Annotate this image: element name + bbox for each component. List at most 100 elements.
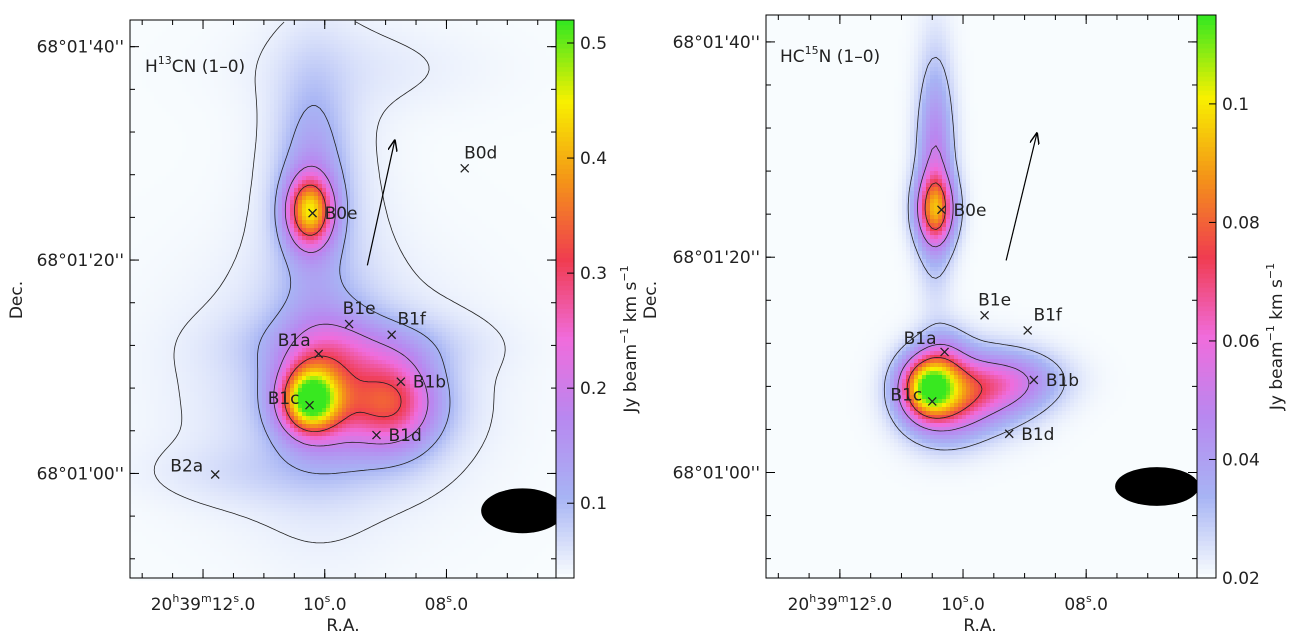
map-pixel bbox=[414, 164, 419, 169]
map-pixel bbox=[186, 144, 191, 149]
map-pixel bbox=[502, 48, 507, 53]
map-pixel bbox=[482, 44, 487, 49]
map-pixel bbox=[466, 116, 471, 121]
map-pixel bbox=[346, 124, 351, 129]
map-pixel bbox=[190, 136, 195, 141]
map-pixel bbox=[394, 88, 399, 93]
map-pixel bbox=[174, 112, 179, 117]
map-pixel bbox=[386, 64, 391, 69]
map-pixel bbox=[238, 44, 243, 49]
map-pixel bbox=[470, 132, 475, 137]
map-pixel bbox=[194, 44, 199, 49]
map-pixel bbox=[526, 92, 531, 97]
map-pixel bbox=[450, 200, 455, 205]
map-pixel bbox=[138, 148, 143, 153]
map-pixel bbox=[506, 28, 511, 33]
map-pixel bbox=[286, 28, 291, 33]
map-pixel bbox=[366, 136, 371, 141]
map-pixel bbox=[314, 120, 319, 125]
map-pixel bbox=[454, 84, 459, 89]
map-pixel bbox=[398, 64, 403, 69]
map-pixel bbox=[322, 44, 327, 49]
map-pixel bbox=[462, 68, 467, 73]
map-pixel bbox=[394, 136, 399, 141]
map-pixel bbox=[446, 80, 451, 85]
map-pixel bbox=[450, 40, 455, 45]
map-pixel bbox=[478, 168, 483, 173]
map-pixel bbox=[458, 64, 463, 69]
map-pixel bbox=[434, 156, 439, 161]
map-pixel bbox=[242, 168, 247, 173]
map-pixel bbox=[206, 24, 211, 29]
map-pixel bbox=[374, 88, 379, 93]
map-pixel bbox=[170, 136, 175, 141]
map-pixel bbox=[326, 72, 331, 77]
map-pixel bbox=[290, 40, 295, 45]
map-pixel bbox=[546, 96, 551, 101]
map-pixel bbox=[130, 132, 135, 137]
map-pixel bbox=[546, 112, 551, 117]
map-pixel bbox=[506, 48, 511, 53]
map-pixel bbox=[410, 44, 415, 49]
map-pixel bbox=[390, 28, 395, 33]
map-pixel bbox=[510, 156, 515, 161]
map-pixel bbox=[194, 172, 199, 177]
map-pixel bbox=[182, 112, 187, 117]
map-pixel bbox=[382, 144, 387, 149]
map-pixel bbox=[278, 44, 283, 49]
map-pixel bbox=[262, 168, 267, 173]
map-pixel bbox=[194, 136, 199, 141]
map-pixel bbox=[342, 108, 347, 113]
map-pixel bbox=[150, 32, 155, 37]
map-pixel bbox=[402, 52, 407, 57]
map-pixel bbox=[326, 40, 331, 45]
map-pixel bbox=[362, 116, 367, 121]
map-pixel bbox=[218, 104, 223, 109]
map-pixel bbox=[162, 160, 167, 165]
map-pixel bbox=[342, 104, 347, 109]
map-pixel bbox=[430, 136, 435, 141]
map-pixel bbox=[298, 72, 303, 77]
map-pixel bbox=[134, 148, 139, 153]
map-pixel bbox=[338, 140, 343, 145]
map-pixel bbox=[426, 116, 431, 121]
map-pixel bbox=[306, 56, 311, 61]
map-pixel bbox=[350, 120, 355, 125]
map-pixel bbox=[246, 152, 251, 157]
map-pixel bbox=[218, 168, 223, 173]
map-pixel bbox=[454, 196, 459, 201]
map-pixel bbox=[454, 156, 459, 161]
map-pixel bbox=[498, 100, 503, 105]
map-pixel bbox=[162, 180, 167, 185]
map-pixel bbox=[382, 100, 387, 105]
map-pixel bbox=[422, 164, 427, 169]
map-pixel bbox=[402, 112, 407, 117]
map-pixel bbox=[206, 152, 211, 157]
map-pixel bbox=[162, 92, 167, 97]
map-pixel bbox=[534, 40, 539, 45]
map-pixel bbox=[442, 116, 447, 121]
map-pixel bbox=[402, 160, 407, 165]
map-pixel bbox=[482, 180, 487, 185]
map-pixel bbox=[502, 56, 507, 61]
map-pixel bbox=[274, 116, 279, 121]
map-pixel bbox=[462, 184, 467, 189]
map-pixel bbox=[282, 84, 287, 89]
map-pixel bbox=[138, 76, 143, 81]
map-pixel bbox=[342, 112, 347, 117]
map-pixel bbox=[250, 44, 255, 49]
map-pixel bbox=[426, 140, 431, 145]
map-pixel bbox=[270, 156, 275, 161]
map-pixel bbox=[362, 92, 367, 97]
map-pixel bbox=[378, 28, 383, 33]
map-pixel bbox=[542, 64, 547, 69]
map-pixel bbox=[226, 196, 231, 201]
map-pixel bbox=[306, 84, 311, 89]
map-pixel bbox=[434, 108, 439, 113]
map-pixel bbox=[298, 24, 303, 29]
map-pixel bbox=[530, 104, 535, 109]
map-pixel bbox=[238, 164, 243, 169]
map-pixel bbox=[498, 32, 503, 37]
map-pixel bbox=[278, 68, 283, 73]
map-pixel bbox=[170, 36, 175, 41]
